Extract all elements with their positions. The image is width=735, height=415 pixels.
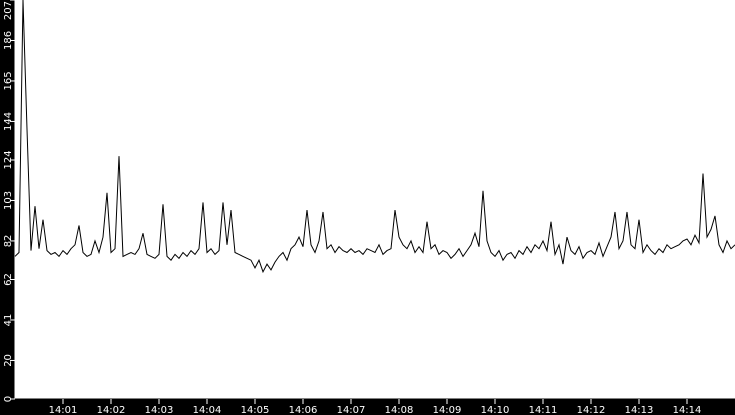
x-tick-label: 14:07 xyxy=(337,405,366,415)
y-tick-label: 62 xyxy=(3,273,14,286)
x-tick-label: 14:04 xyxy=(193,405,222,415)
y-tick-label: 82 xyxy=(3,235,14,248)
x-tick-label: 14:10 xyxy=(481,405,510,415)
x-tick-label: 14:12 xyxy=(577,405,606,415)
y-tick-label: 207 xyxy=(3,1,14,20)
x-tick-label: 14:03 xyxy=(145,405,174,415)
x-tick-label: 14:11 xyxy=(529,405,558,415)
y-tick-label: 144 xyxy=(3,112,14,131)
x-tick-label: 14:01 xyxy=(49,405,78,415)
x-tick-label: 14:14 xyxy=(673,405,702,415)
y-tick-label: 41 xyxy=(3,314,14,327)
x-tick-label: 14:05 xyxy=(241,405,270,415)
y-tick-label: 103 xyxy=(3,191,14,210)
x-tick-label: 14:09 xyxy=(433,405,462,415)
y-tick-label: 0 xyxy=(3,396,14,402)
x-tick-label: 14:02 xyxy=(97,405,126,415)
x-tick-label: 14:08 xyxy=(385,405,414,415)
series-line xyxy=(14,0,735,274)
plot-area xyxy=(15,0,735,399)
x-tick-label: 14:13 xyxy=(625,405,654,415)
y-tick-label: 165 xyxy=(3,71,14,90)
x-tick-label: 14:06 xyxy=(289,405,318,415)
y-tick-label: 20 xyxy=(3,354,14,367)
y-tick-label: 186 xyxy=(3,31,14,50)
y-axis: 0 20 41 62 82 103 124 144 165 186 207 xyxy=(3,0,16,402)
y-tick-label: 124 xyxy=(3,150,14,169)
x-axis: 14:01 14:02 14:03 14:04 14:05 14:06 14:07 14:08… xyxy=(15,398,735,415)
